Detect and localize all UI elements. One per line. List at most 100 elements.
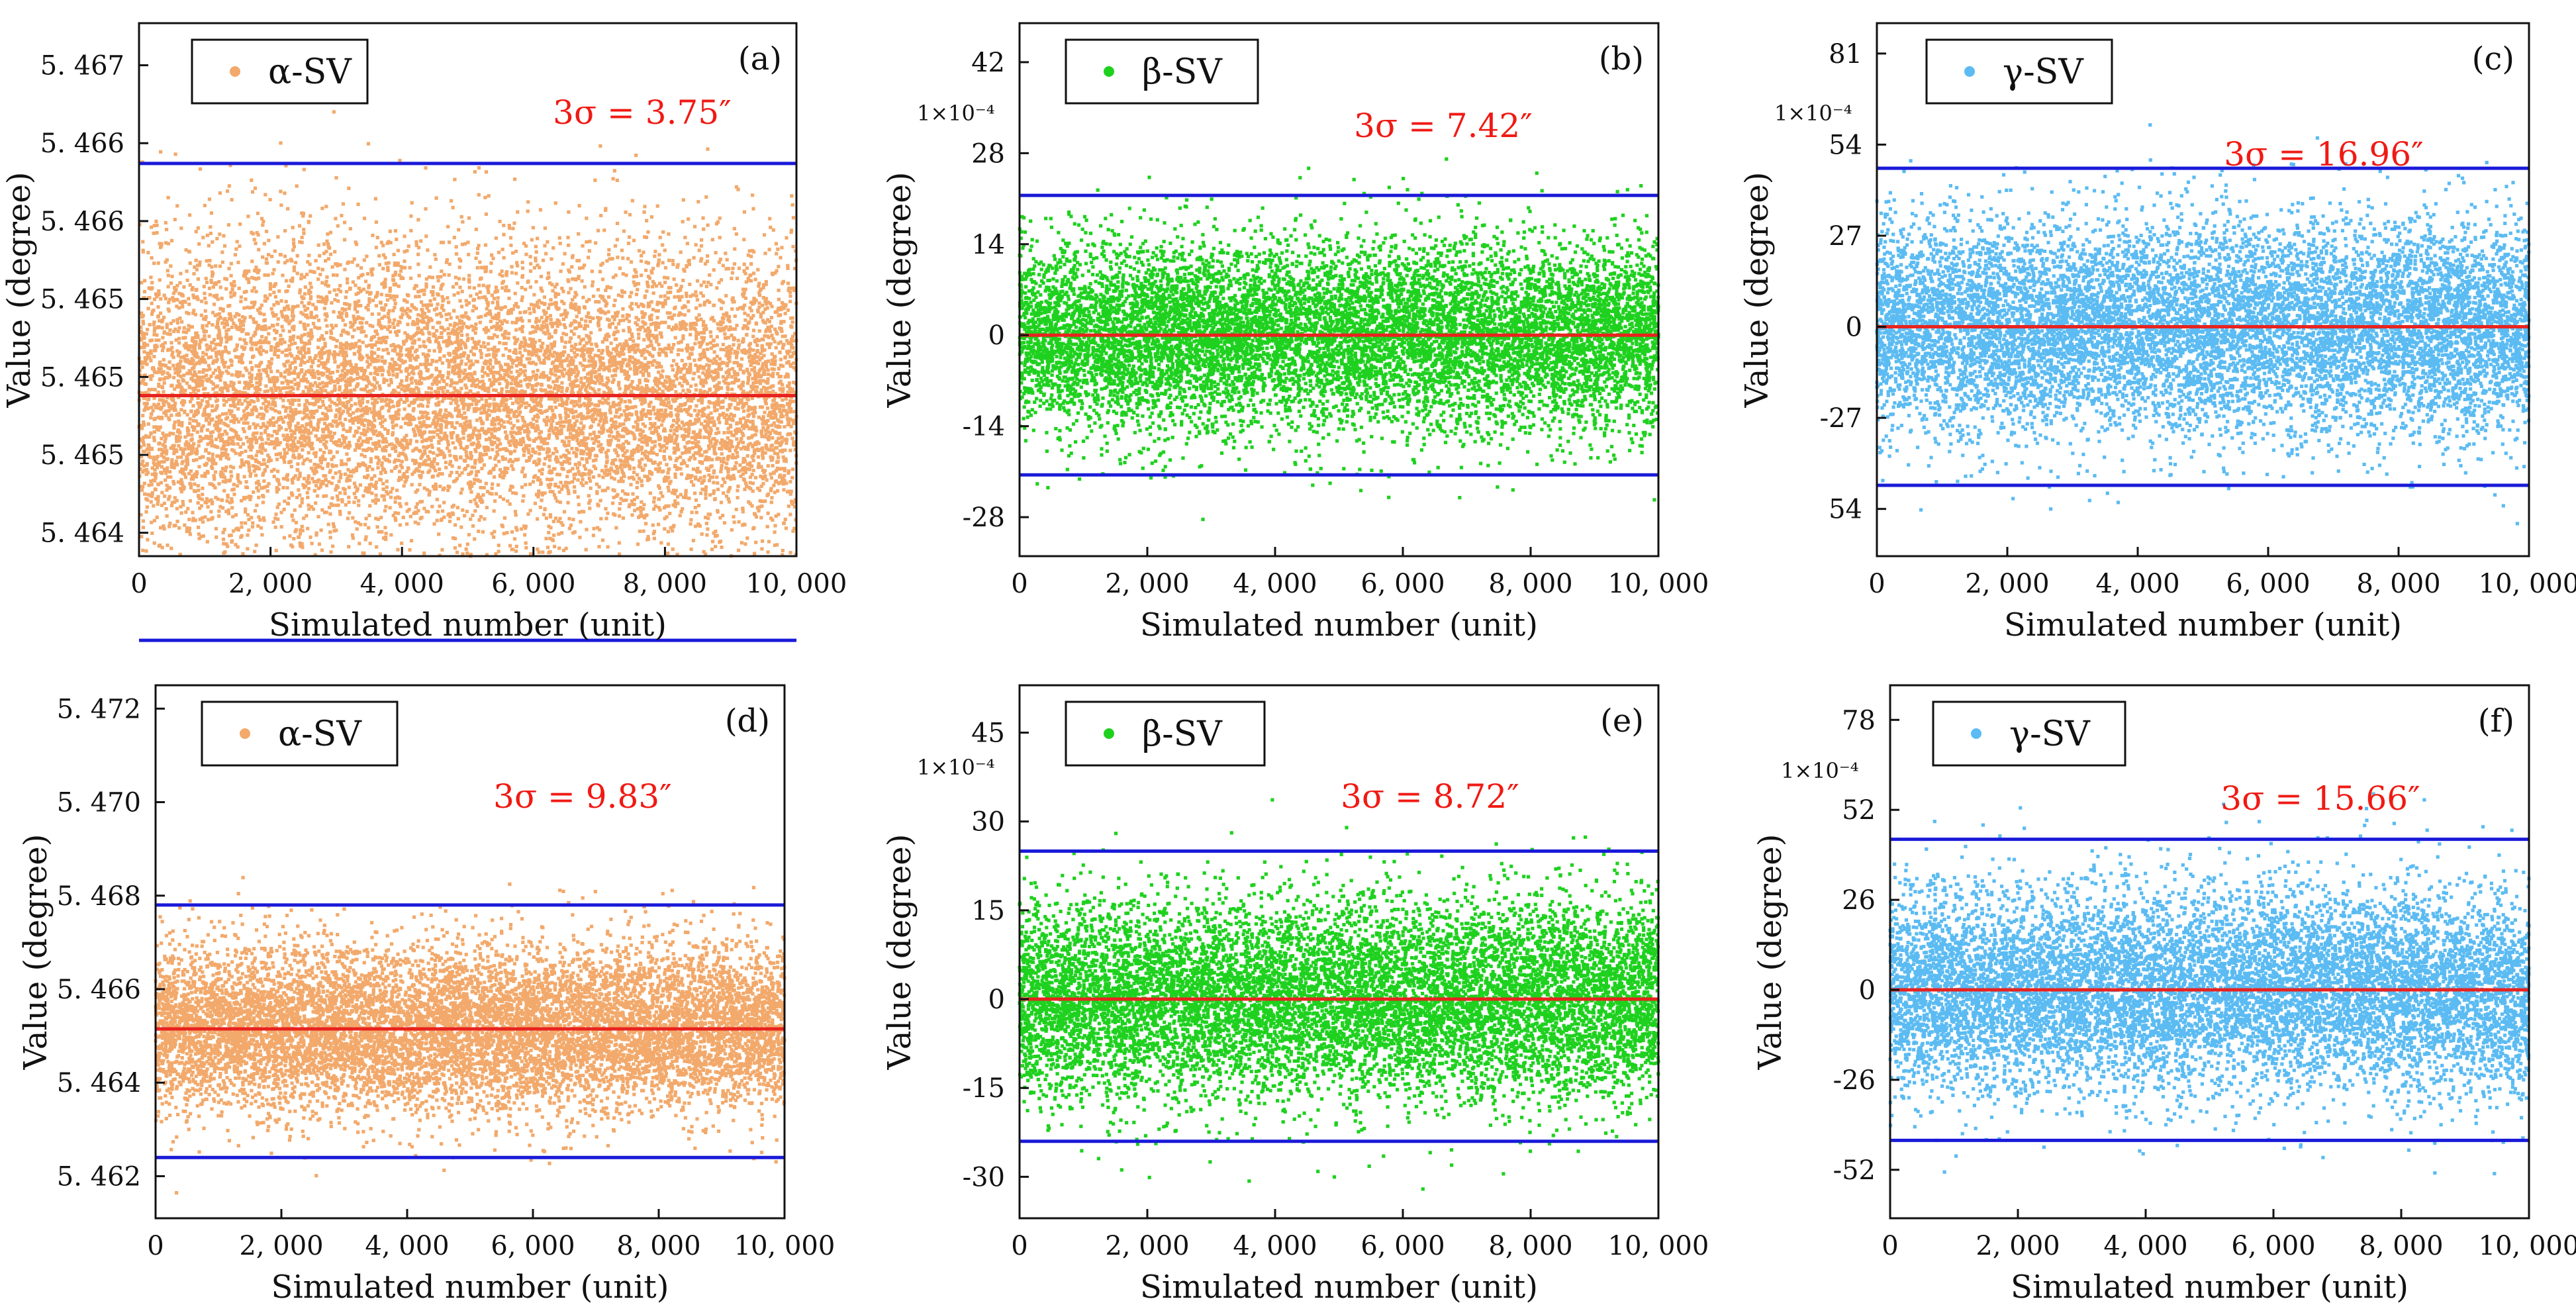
data-point bbox=[220, 473, 224, 477]
data-point bbox=[156, 516, 159, 519]
data-point bbox=[667, 259, 671, 262]
data-point bbox=[153, 418, 156, 421]
data-point bbox=[436, 498, 439, 501]
data-point bbox=[495, 307, 498, 310]
data-point bbox=[520, 485, 524, 489]
data-point bbox=[669, 429, 673, 432]
data-point bbox=[477, 284, 481, 287]
data-point bbox=[535, 250, 538, 254]
data-point bbox=[434, 340, 438, 343]
data-point bbox=[383, 526, 387, 529]
data-point bbox=[320, 207, 324, 210]
data-point bbox=[614, 326, 618, 329]
data-point bbox=[338, 480, 341, 483]
data-point bbox=[168, 360, 171, 363]
data-point bbox=[361, 341, 365, 344]
data-point bbox=[718, 516, 722, 519]
data-point bbox=[419, 457, 422, 460]
data-point bbox=[630, 302, 634, 305]
data-point bbox=[457, 228, 460, 231]
data-point bbox=[682, 438, 685, 441]
data-point bbox=[741, 507, 744, 510]
data-point bbox=[307, 254, 310, 257]
data-point bbox=[694, 337, 698, 340]
data-point bbox=[585, 458, 589, 461]
data-point bbox=[552, 534, 555, 537]
data-point bbox=[490, 254, 493, 257]
data-point bbox=[255, 454, 258, 457]
data-point bbox=[175, 318, 179, 321]
data-point bbox=[416, 387, 420, 391]
data-point bbox=[242, 319, 246, 322]
data-point bbox=[324, 259, 327, 262]
data-point bbox=[340, 214, 343, 217]
data-point bbox=[641, 320, 644, 324]
data-point bbox=[452, 504, 455, 507]
data-point bbox=[773, 530, 777, 534]
data-point bbox=[367, 142, 370, 146]
data-point bbox=[470, 384, 473, 387]
data-point bbox=[197, 484, 200, 487]
data-point bbox=[479, 454, 482, 458]
data-point bbox=[698, 375, 701, 379]
data-point bbox=[263, 468, 267, 471]
data-point bbox=[377, 313, 381, 316]
data-point bbox=[406, 314, 410, 318]
data-point bbox=[567, 444, 571, 447]
data-point bbox=[529, 285, 532, 289]
data-point bbox=[268, 293, 271, 297]
data-point bbox=[548, 465, 551, 468]
data-point bbox=[141, 365, 144, 369]
data-point bbox=[227, 508, 230, 512]
data-point bbox=[261, 412, 264, 416]
data-point bbox=[730, 444, 733, 448]
data-point bbox=[732, 418, 735, 422]
data-point bbox=[296, 346, 299, 350]
data-point bbox=[309, 328, 312, 332]
data-point bbox=[501, 286, 504, 289]
data-point bbox=[181, 336, 185, 340]
data-point bbox=[414, 295, 417, 298]
data-point bbox=[279, 342, 283, 346]
data-point bbox=[713, 350, 716, 354]
data-point bbox=[426, 455, 430, 458]
data-point bbox=[545, 423, 548, 426]
data-point bbox=[633, 437, 636, 440]
data-point bbox=[718, 413, 722, 416]
data-point bbox=[709, 465, 712, 468]
data-point bbox=[548, 429, 551, 432]
data-point bbox=[143, 482, 146, 485]
data-point bbox=[588, 249, 591, 252]
data-point bbox=[230, 475, 233, 478]
data-point bbox=[663, 281, 667, 284]
data-point bbox=[791, 467, 794, 471]
data-point bbox=[318, 273, 322, 276]
data-point bbox=[468, 286, 471, 289]
data-point bbox=[328, 291, 331, 294]
data-point bbox=[768, 248, 771, 251]
data-point bbox=[474, 257, 477, 260]
data-point bbox=[236, 261, 240, 264]
data-point bbox=[173, 387, 176, 391]
data-point bbox=[285, 379, 288, 383]
data-point bbox=[246, 332, 250, 336]
data-point bbox=[393, 460, 396, 463]
data-point bbox=[720, 348, 723, 351]
data-point bbox=[491, 293, 494, 297]
data-point bbox=[342, 202, 345, 205]
data-point bbox=[631, 380, 634, 383]
data-point bbox=[510, 548, 514, 551]
data-point bbox=[632, 471, 636, 474]
data-point bbox=[555, 369, 559, 372]
data-point bbox=[694, 499, 698, 502]
data-point bbox=[187, 348, 191, 352]
data-point bbox=[197, 242, 201, 246]
data-point bbox=[465, 325, 468, 328]
data-point bbox=[236, 407, 240, 410]
data-point bbox=[317, 244, 320, 247]
data-point bbox=[367, 297, 371, 301]
data-point bbox=[722, 491, 725, 495]
data-point bbox=[702, 550, 706, 554]
data-point bbox=[331, 265, 334, 269]
data-point bbox=[617, 322, 620, 326]
